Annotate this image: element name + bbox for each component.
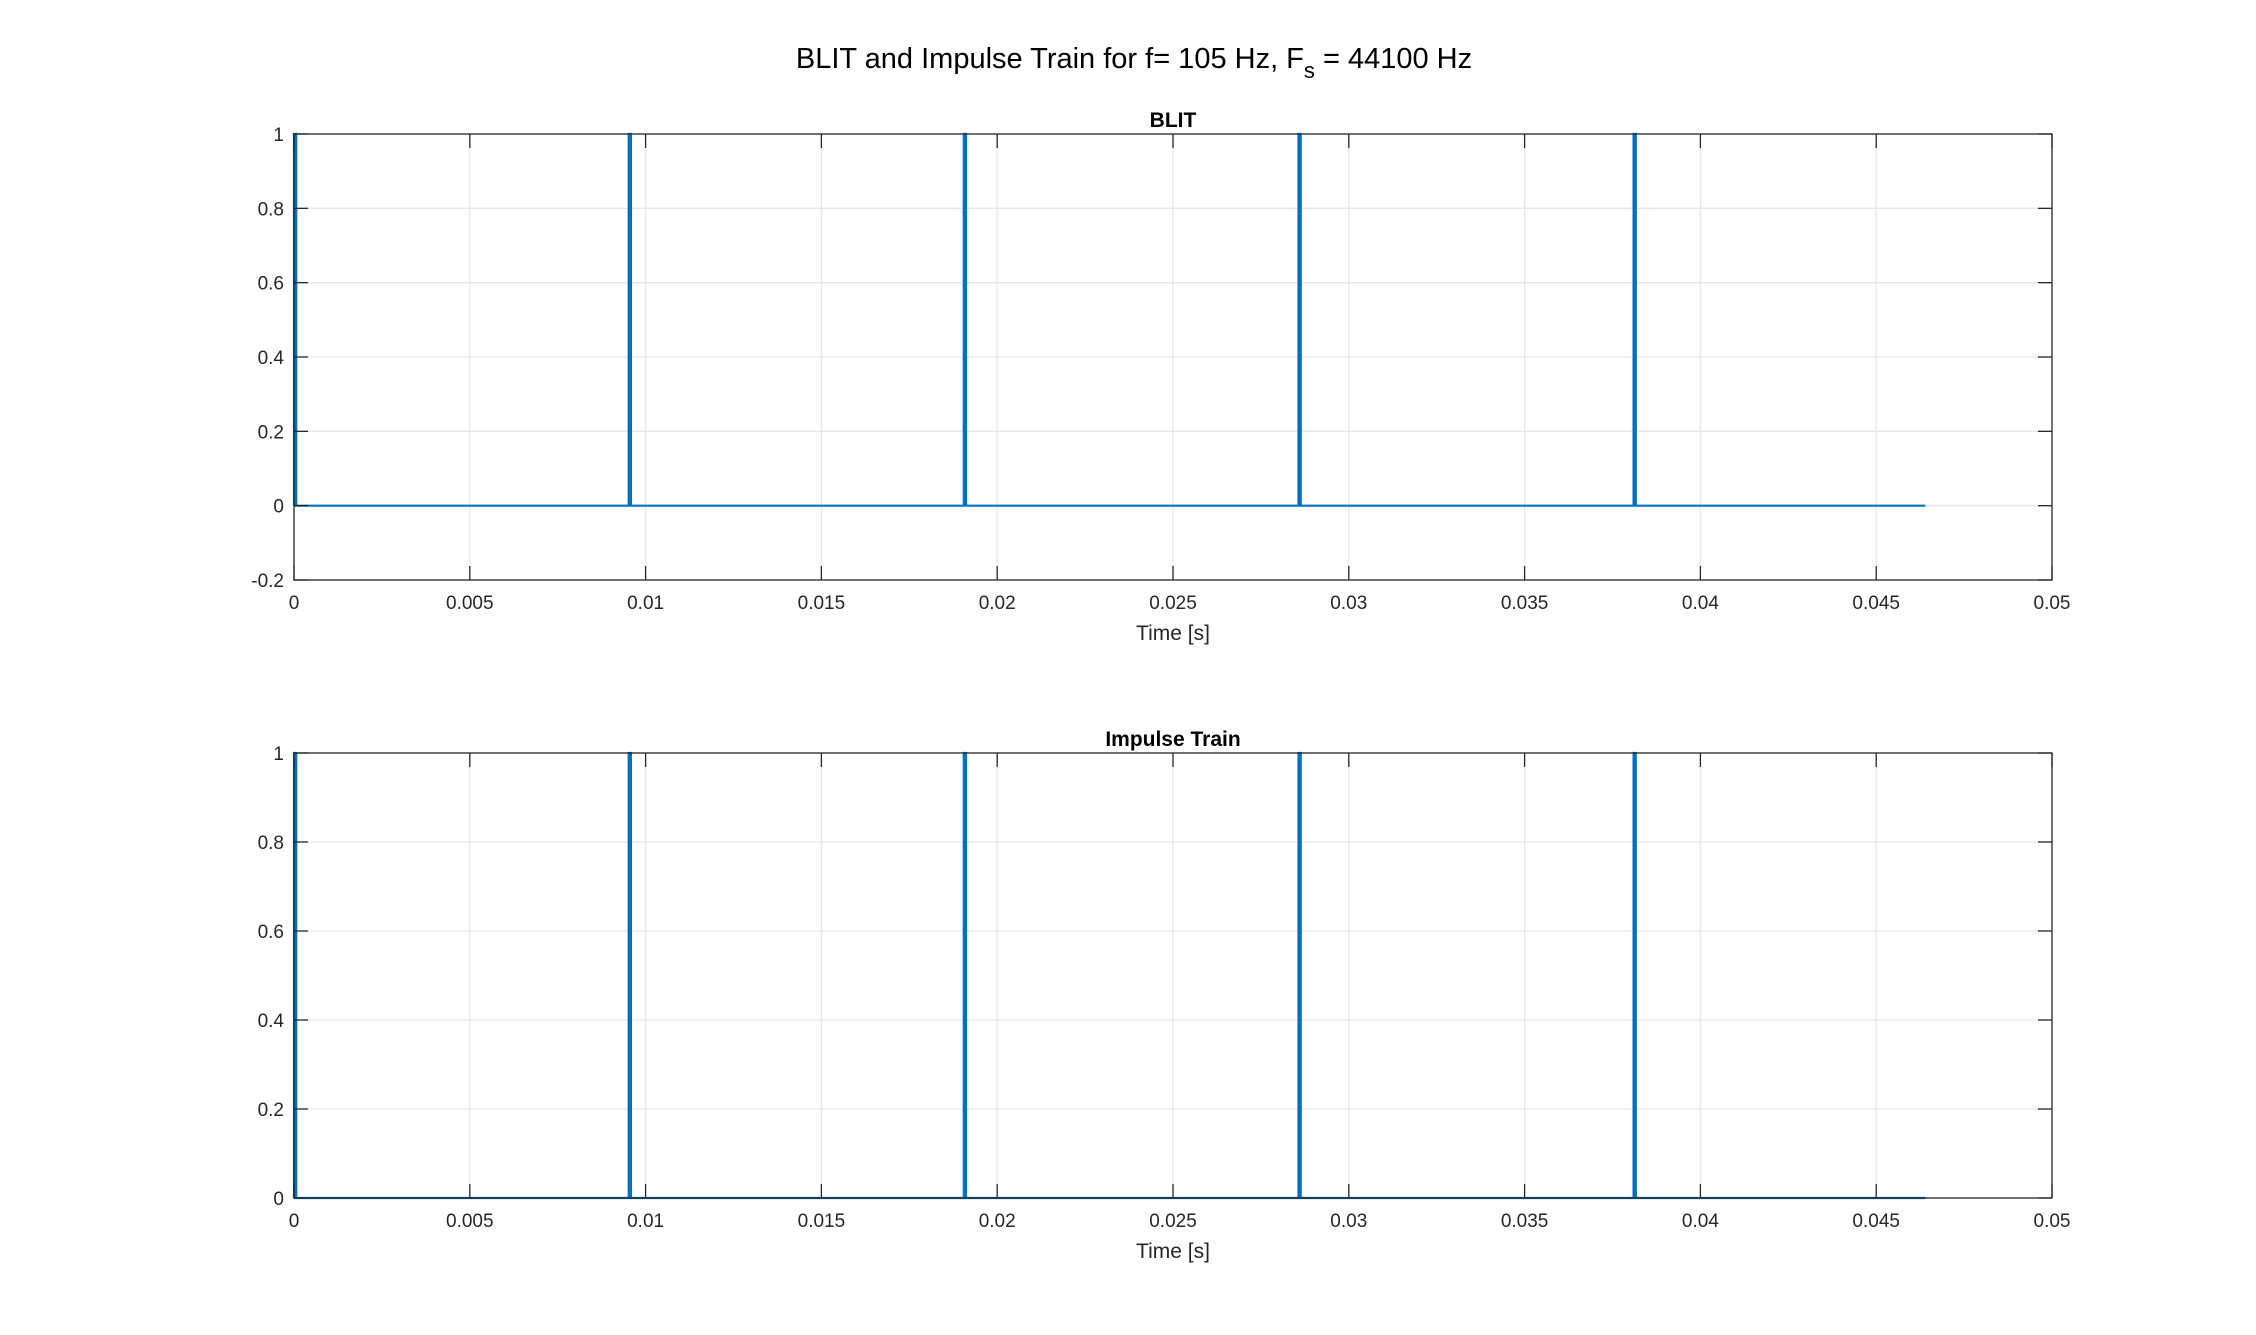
subplot-title: BLIT bbox=[1150, 109, 1197, 132]
x-tick-label: 0.01 bbox=[627, 1211, 664, 1232]
x-tick-label: 0.03 bbox=[1330, 593, 1367, 614]
x-tick-label: 0.035 bbox=[1501, 1211, 1549, 1232]
x-tick-label: 0.025 bbox=[1149, 593, 1197, 614]
y-tick-label: 0.8 bbox=[258, 833, 284, 854]
y-tick-label: -0.2 bbox=[251, 571, 284, 592]
figure-title-main: BLIT and Impulse Train for f= 105 Hz, F bbox=[796, 43, 1304, 75]
x-tick-label: 0.005 bbox=[446, 593, 494, 614]
y-tick-label: 0 bbox=[273, 1189, 284, 1210]
x-tick-label: 0.015 bbox=[798, 1211, 846, 1232]
y-tick-label: 0.2 bbox=[258, 1100, 284, 1121]
subplot-title: Impulse Train bbox=[1105, 728, 1240, 751]
impulse-mark bbox=[1632, 132, 1637, 506]
y-tick-label: 0.2 bbox=[258, 422, 284, 443]
x-tick-label: 0.05 bbox=[2034, 1211, 2071, 1232]
x-tick-label: 0.04 bbox=[1682, 593, 1719, 614]
y-tick-label: 0.6 bbox=[258, 922, 284, 943]
x-axis-label: Time [s] bbox=[1136, 1240, 1210, 1263]
x-tick-label: 0.015 bbox=[798, 593, 846, 614]
impulse-mark bbox=[962, 751, 968, 1198]
figure-title: BLIT and Impulse Train for f= 105 Hz, Fs… bbox=[796, 43, 1472, 83]
impulse-mark bbox=[627, 132, 633, 506]
x-tick-label: 0.035 bbox=[1501, 593, 1549, 614]
x-axis-label: Time [s] bbox=[1136, 622, 1210, 645]
x-tick-label: 0 bbox=[289, 593, 300, 614]
blit-subplot: 0 0.005 0.01 0.015 0.02 0.025 0.03 0.035 0.04 0.0… bbox=[251, 109, 2070, 645]
y-tick-label: 1 bbox=[273, 125, 284, 146]
y-tick-label: 0.6 bbox=[258, 274, 284, 295]
figure-title-tail: = 44100 Hz bbox=[1315, 43, 1472, 75]
figure-title-subscript: s bbox=[1304, 58, 1315, 83]
y-tick-label: 0.8 bbox=[258, 199, 284, 220]
impulse-train-subplot: 0 0.005 0.01 0.015 0.02 0.025 0.03 0.035 0.04 0.0… bbox=[258, 728, 2071, 1263]
x-tick-label: 0.005 bbox=[446, 1211, 494, 1232]
x-tick-label: 0.05 bbox=[2034, 593, 2071, 614]
y-tick-label: 0.4 bbox=[258, 1011, 285, 1032]
y-tick-label: 0 bbox=[273, 497, 284, 518]
y-tick-label: 1 bbox=[273, 744, 284, 765]
impulse-mark bbox=[1297, 751, 1302, 1198]
x-tick-label: 0.04 bbox=[1682, 1211, 1719, 1232]
x-tick-label: 0.01 bbox=[627, 593, 664, 614]
x-tick-label: 0.045 bbox=[1852, 593, 1900, 614]
x-tick-label: 0.02 bbox=[979, 1211, 1016, 1232]
x-tick-label: 0 bbox=[289, 1211, 300, 1232]
y-tick-label: 0.4 bbox=[258, 348, 285, 369]
impulse-mark bbox=[1632, 751, 1637, 1198]
impulse-mark bbox=[962, 132, 968, 506]
impulse-mark bbox=[1297, 132, 1302, 506]
impulse-mark bbox=[627, 751, 633, 1198]
x-tick-label: 0.02 bbox=[979, 593, 1016, 614]
x-tick-label: 0.03 bbox=[1330, 1211, 1367, 1232]
x-tick-label: 0.045 bbox=[1852, 1211, 1900, 1232]
x-tick-label: 0.025 bbox=[1149, 1211, 1197, 1232]
